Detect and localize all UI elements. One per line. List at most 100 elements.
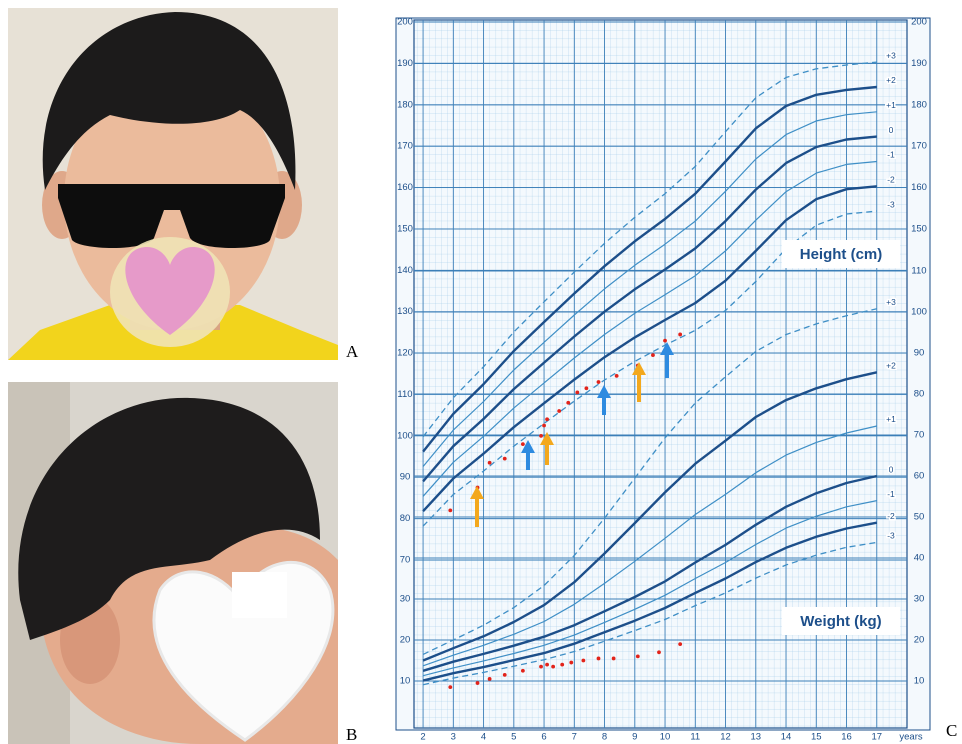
x-tick-label: 11: [690, 732, 700, 743]
y-tick-label: 100: [911, 307, 927, 318]
y-tick-label: 10: [914, 676, 925, 687]
measurement-point: [488, 461, 492, 465]
y-tick-label: 200: [397, 17, 413, 28]
measurement-point: [557, 409, 561, 413]
measurement-point: [569, 661, 573, 665]
x-tick-label: 6: [541, 732, 546, 743]
x-tick-label: 2: [420, 732, 425, 743]
x-tick-label: 17: [871, 732, 882, 743]
y-tick-label: 50: [914, 512, 925, 523]
measurement-point: [521, 442, 525, 446]
y-tick-label: 180: [911, 99, 927, 110]
measurement-point: [597, 657, 601, 661]
y-tick-label: 180: [397, 99, 413, 110]
y-tick-label: 40: [914, 553, 925, 564]
x-tick-label: 9: [632, 732, 637, 743]
z-score-label: 0: [889, 125, 894, 135]
chart-title: Height (cm): [800, 246, 883, 263]
measurement-point: [476, 681, 480, 685]
x-axis-label: years: [899, 732, 922, 743]
y-tick-label: 10: [400, 676, 411, 687]
x-tick-label: 16: [841, 732, 852, 743]
y-tick-label: 70: [400, 555, 411, 566]
measurement-point: [678, 642, 682, 646]
x-tick-label: 13: [750, 732, 761, 743]
z-score-label: +1: [886, 100, 896, 110]
figure: A B C 2345678910111213141516177080901001…: [0, 0, 962, 744]
photo-b: [8, 382, 338, 744]
y-tick-label: 190: [397, 58, 413, 69]
x-tick-label: 3: [451, 732, 456, 743]
measurement-point: [539, 434, 543, 438]
y-tick-label: 90: [400, 472, 411, 483]
measurement-point: [597, 380, 601, 384]
y-tick-label: 190: [911, 58, 927, 69]
y-tick-label: 90: [914, 348, 925, 359]
z-score-label: -1: [887, 150, 895, 160]
y-tick-label: 110: [397, 389, 412, 400]
measurement-point: [560, 663, 564, 667]
measurement-point: [521, 669, 525, 673]
z-score-label: -3: [887, 531, 895, 541]
measurement-point: [584, 386, 588, 390]
measurement-point: [657, 650, 661, 654]
measurement-point: [566, 401, 570, 405]
y-tick-label: 70: [914, 430, 925, 441]
y-tick-label: 200: [911, 17, 927, 28]
measurement-point: [503, 673, 507, 677]
z-score-label: +1: [886, 414, 896, 424]
measurement-point: [651, 353, 655, 357]
chart-title: Weight (kg): [800, 613, 881, 630]
z-score-label: -3: [887, 199, 895, 209]
x-tick-label: 12: [720, 732, 731, 743]
y-tick-label: 80: [400, 513, 411, 524]
x-tick-label: 8: [602, 732, 607, 743]
measurement-point: [545, 663, 549, 667]
y-tick-label: 170: [397, 141, 413, 152]
y-tick-label: 20: [914, 635, 925, 646]
measurement-point: [539, 665, 543, 669]
measurement-point: [636, 655, 640, 659]
y-tick-label: 140: [397, 265, 413, 276]
measurement-point: [581, 659, 585, 663]
y-tick-label: 130: [397, 306, 413, 317]
photo-a: [8, 8, 338, 360]
z-score-label: -1: [887, 489, 895, 499]
y-tick-label: 120: [397, 348, 413, 359]
measurement-point: [551, 665, 555, 669]
measurement-point: [615, 374, 619, 378]
measurement-point: [448, 508, 452, 512]
x-tick-label: 5: [511, 732, 516, 743]
x-tick-label: 10: [660, 732, 671, 743]
x-tick-label: 4: [481, 732, 486, 743]
z-score-label: -2: [887, 175, 895, 185]
x-tick-label: 14: [781, 732, 792, 743]
y-tick-label: 150: [397, 223, 413, 234]
white-patch: [232, 572, 287, 618]
z-score-label: +2: [886, 75, 896, 85]
y-tick-label: 30: [400, 594, 411, 605]
measurement-point: [503, 457, 507, 461]
y-tick-label: 160: [911, 182, 927, 193]
z-score-label: +3: [886, 50, 896, 60]
measurement-point: [663, 339, 667, 343]
z-score-label: -2: [887, 511, 895, 521]
measurement-point: [488, 677, 492, 681]
y-tick-label: 150: [911, 223, 927, 234]
measurement-point: [448, 685, 452, 689]
page: A B C 2345678910111213141516177080901001…: [0, 0, 962, 744]
measurement-point: [678, 333, 682, 337]
z-score-label: 0: [889, 464, 894, 474]
measurement-point: [545, 417, 549, 421]
panel-label: C: [946, 721, 957, 740]
measurement-point: [612, 657, 616, 661]
z-score-label: +2: [886, 361, 896, 371]
measurement-point: [575, 390, 579, 394]
panel-label: A: [346, 342, 359, 361]
y-tick-label: 30: [914, 594, 925, 605]
y-tick-label: 110: [911, 266, 926, 277]
measurement-point: [542, 424, 546, 428]
y-tick-label: 20: [400, 635, 411, 646]
y-tick-label: 170: [911, 141, 927, 152]
x-tick-label: 15: [811, 732, 822, 743]
